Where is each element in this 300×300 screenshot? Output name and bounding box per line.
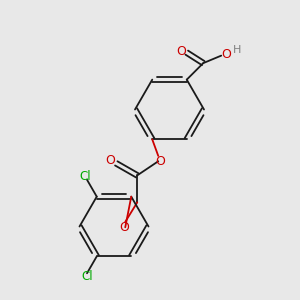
Text: H: H (233, 45, 241, 55)
Text: O: O (105, 154, 115, 167)
Text: O: O (176, 45, 186, 58)
Text: O: O (119, 221, 129, 234)
Text: O: O (222, 48, 232, 61)
Text: Cl: Cl (80, 169, 91, 183)
Text: O: O (155, 155, 165, 168)
Text: Cl: Cl (81, 270, 93, 284)
